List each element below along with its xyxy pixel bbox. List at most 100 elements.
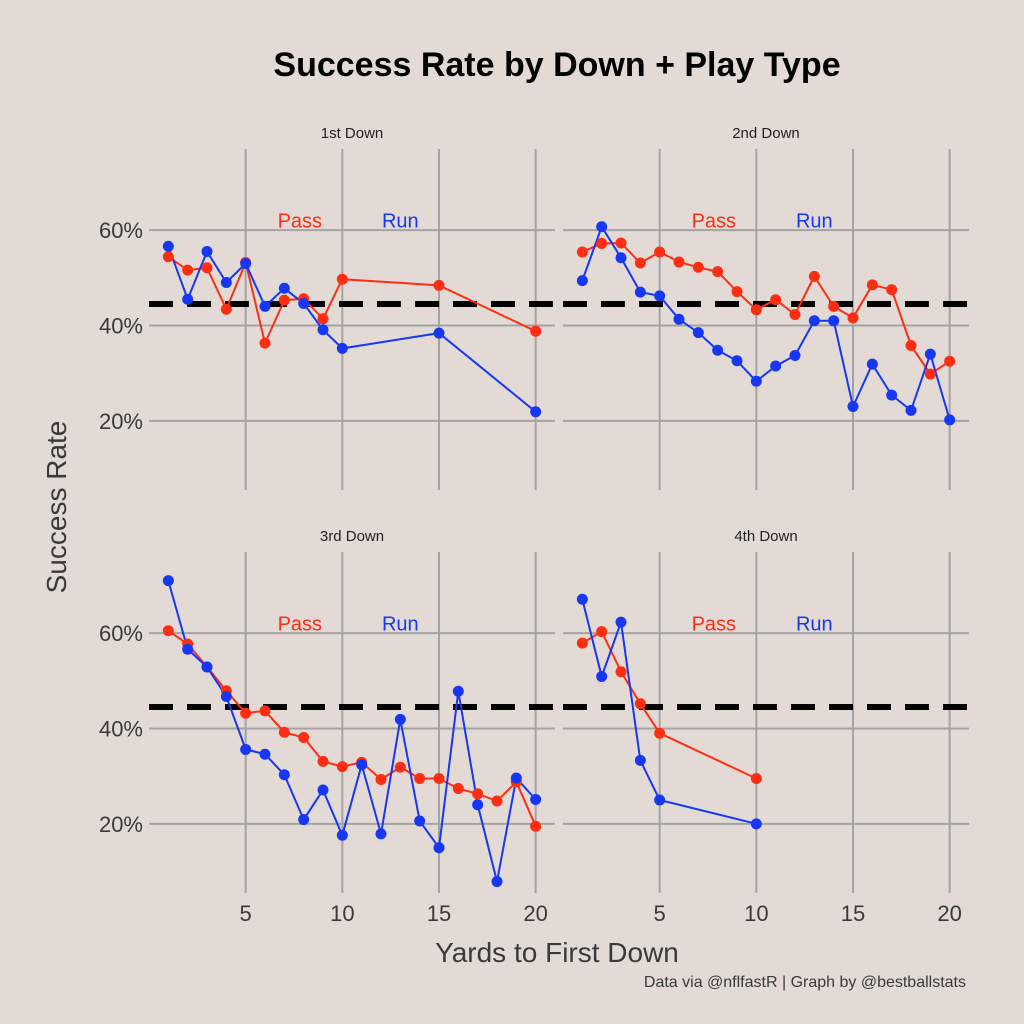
panel-3: 3rd Down Pass Run 20% 40% 60% 5 10 15 20 [99, 528, 555, 926]
run-point [576, 275, 588, 287]
run-point [162, 575, 174, 587]
pass-point [182, 264, 194, 276]
panel-1: 1st Down Pass Run 20% 40% 60% [99, 125, 555, 490]
y-tick-label: 20% [99, 812, 143, 837]
pass-point [615, 237, 627, 249]
panel-strip-label: 4th Down [734, 528, 797, 545]
pass-point [634, 698, 646, 710]
x-tick-label: 5 [240, 901, 252, 926]
run-point [510, 772, 522, 784]
pass-point [317, 313, 329, 325]
pass-point [924, 368, 936, 380]
pass-point [634, 257, 646, 269]
x-tick-label: 20 [523, 901, 547, 926]
run-point [472, 799, 484, 811]
pass-point [298, 732, 310, 744]
run-point [731, 355, 743, 367]
run-point [576, 593, 588, 605]
x-tick-label: 5 [654, 901, 666, 926]
pass-annotation: Pass [692, 614, 736, 636]
run-point [278, 769, 290, 781]
run-annotation: Run [796, 614, 833, 636]
run-point [317, 784, 329, 796]
pass-point [654, 727, 666, 739]
pass-point [654, 246, 666, 258]
pass-point [731, 286, 743, 298]
y-tick-label: 40% [99, 313, 143, 338]
pass-point [240, 707, 252, 719]
run-point [789, 350, 801, 362]
run-point [808, 315, 820, 327]
run-point [886, 389, 898, 401]
run-point [452, 685, 464, 697]
x-tick-label: 15 [427, 901, 451, 926]
pass-point [259, 705, 271, 717]
y-tick-label: 60% [99, 621, 143, 646]
run-point [615, 252, 627, 264]
run-point [298, 298, 310, 310]
pass-point [201, 262, 213, 274]
pass-point [336, 273, 348, 285]
panel-strip-label: 2nd Down [732, 125, 800, 142]
run-point [394, 713, 406, 725]
run-point [491, 876, 503, 888]
y-axis-title: Success Rate [41, 421, 72, 594]
run-point [712, 344, 724, 356]
x-tick-label: 20 [937, 901, 961, 926]
run-point [201, 661, 213, 673]
pass-point [452, 783, 464, 795]
run-point [828, 315, 840, 327]
run-point [924, 348, 936, 360]
run-point [356, 759, 368, 771]
run-point [240, 743, 252, 755]
pass-annotation: Pass [692, 211, 736, 233]
pass-point [220, 303, 232, 315]
pass-point [905, 339, 917, 351]
run-point [596, 221, 608, 233]
run-point [433, 842, 445, 854]
panel-strip-label: 3rd Down [320, 528, 384, 545]
run-point [433, 327, 445, 339]
y-tick-label: 40% [99, 716, 143, 741]
run-point [201, 246, 213, 258]
run-point [905, 404, 917, 416]
pass-point [596, 237, 608, 249]
run-point [530, 794, 542, 806]
panel-2: 2nd Down Pass Run [563, 125, 969, 490]
run-point [259, 748, 271, 760]
y-tick-label: 20% [99, 409, 143, 434]
run-point [634, 754, 646, 766]
pass-point [414, 773, 426, 785]
pass-point [472, 788, 484, 800]
pass-point [530, 325, 542, 337]
pass-point [615, 666, 627, 678]
run-point [654, 290, 666, 302]
pass-annotation: Pass [278, 614, 322, 636]
run-point [298, 814, 310, 826]
pass-point [162, 251, 174, 263]
pass-point [433, 773, 445, 785]
run-point [596, 670, 608, 682]
run-point [278, 282, 290, 294]
x-tick-label: 15 [841, 901, 865, 926]
pass-annotation: Pass [278, 211, 322, 233]
run-point [634, 286, 646, 298]
run-series-line [581, 598, 757, 825]
run-point [414, 815, 426, 827]
run-series-line [167, 245, 537, 413]
run-point [375, 828, 387, 840]
pass-point [712, 266, 724, 278]
run-annotation: Run [382, 614, 419, 636]
run-point [336, 342, 348, 354]
run-point [673, 313, 685, 325]
run-annotation: Run [382, 211, 419, 233]
pass-point [886, 284, 898, 296]
pass-point [750, 773, 762, 785]
pass-point [673, 256, 685, 268]
pass-point [162, 625, 174, 637]
pass-point [750, 304, 762, 316]
x-tick-label: 10 [330, 901, 354, 926]
